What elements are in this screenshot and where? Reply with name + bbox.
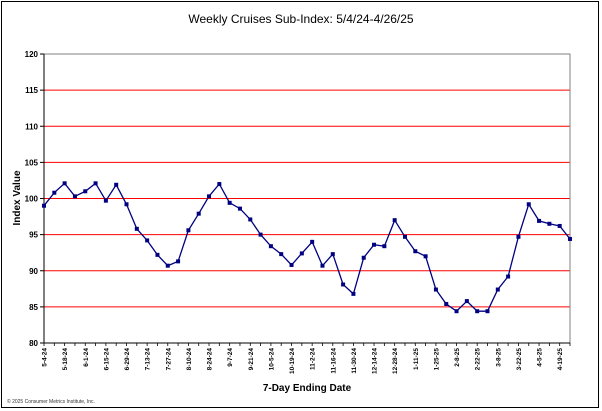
data-point — [248, 217, 253, 222]
data-point — [83, 189, 88, 194]
x-tick-label: 5-18-24 — [62, 348, 69, 371]
x-tick-label: 11-16-24 — [330, 348, 337, 374]
x-tick-label: 12-14-24 — [372, 348, 379, 374]
y-tick-label: 120 — [25, 50, 39, 59]
data-point — [145, 238, 150, 243]
x-tick-label: 10-19-24 — [289, 348, 296, 374]
y-tick-label: 100 — [25, 195, 39, 204]
y-tick-label: 105 — [25, 158, 39, 167]
x-tick-label: 8-24-24 — [207, 348, 214, 371]
data-point — [155, 252, 160, 257]
x-tick-label: 12-28-24 — [392, 348, 399, 374]
data-point — [402, 234, 407, 239]
data-point — [330, 252, 335, 257]
x-tick-label: 3-8-25 — [495, 348, 502, 367]
data-point — [506, 274, 511, 279]
x-tick-label: 8-10-24 — [186, 348, 193, 371]
data-point — [495, 287, 500, 292]
y-tick-label: 90 — [29, 267, 38, 276]
data-point — [268, 244, 273, 249]
data-point — [547, 221, 552, 226]
x-tick-label: 10-5-24 — [268, 348, 275, 371]
copyright-text: © 2025 Consumer Metrics Institute, Inc. — [7, 398, 95, 405]
series-line-group — [42, 181, 572, 314]
data-point — [237, 206, 242, 211]
data-point — [341, 282, 346, 287]
data-point — [351, 291, 356, 296]
y-axis-title: Index Value — [12, 170, 23, 225]
x-tick-label: 11-30-24 — [351, 348, 358, 374]
data-point — [454, 309, 459, 314]
data-point — [299, 251, 304, 256]
y-tick-label: 95 — [29, 231, 38, 240]
data-point — [310, 239, 315, 244]
x-tick-label: 1-11-25 — [413, 348, 420, 370]
data-point — [516, 234, 521, 239]
y-tick-label: 110 — [25, 122, 38, 131]
data-point — [464, 299, 469, 304]
chart-title: Weekly Cruises Sub-Index: 5/4/24-4/26/25 — [188, 12, 414, 26]
y-tick-label: 115 — [25, 86, 38, 95]
y-tick-label: 85 — [29, 303, 38, 312]
x-tick-label: 2-8-25 — [454, 348, 461, 367]
data-point — [372, 242, 377, 247]
data-point — [217, 182, 222, 187]
data-point — [537, 218, 542, 223]
x-tick-label: 9-7-24 — [227, 348, 234, 367]
data-point — [103, 198, 108, 203]
data-point — [227, 200, 232, 205]
data-point — [176, 259, 181, 264]
data-point — [413, 249, 418, 254]
x-tick-label: 4-5-25 — [537, 348, 544, 367]
x-tick-label: 7-27-24 — [165, 348, 172, 371]
data-point — [279, 252, 284, 257]
data-point — [42, 203, 46, 208]
data-point — [93, 181, 98, 186]
data-point — [433, 287, 438, 292]
data-point — [134, 226, 139, 231]
data-point — [72, 194, 77, 199]
x-tick-label: 9-21-24 — [248, 348, 255, 371]
data-point — [444, 301, 449, 306]
data-point — [526, 202, 531, 207]
x-axis-title: 7-Day Ending Date — [263, 383, 352, 394]
data-point — [361, 255, 366, 260]
x-tick-label: 5-4-24 — [42, 348, 49, 367]
series-line — [43, 182, 571, 313]
y-tick-label: 80 — [29, 339, 38, 348]
data-point — [196, 211, 201, 216]
x-tick-label: 6-29-24 — [124, 348, 131, 371]
data-point — [382, 244, 387, 249]
data-point — [114, 182, 119, 187]
data-point — [392, 218, 397, 223]
data-point — [165, 263, 170, 268]
data-point — [320, 263, 325, 268]
x-tick-label: 4-19-25 — [557, 348, 564, 371]
x-tick-label: 2-22-25 — [475, 348, 482, 371]
x-tick-label: 11-2-24 — [310, 348, 317, 370]
x-axis-ticks: 5-4-24 5-18-24 6-1-24 6-15-24 6-29-24 7-13-24… — [42, 54, 571, 374]
x-tick-label: 6-1-24 — [83, 348, 90, 367]
x-tick-label: 3-22-25 — [516, 348, 523, 371]
x-tick-label: 6-15-24 — [103, 348, 110, 371]
data-point — [289, 262, 294, 267]
data-point — [207, 194, 212, 199]
data-point — [485, 309, 490, 314]
data-point — [423, 254, 428, 259]
y-axis-ticks: 80 85 90 95 100 105 110 115 120 — [25, 50, 44, 348]
data-point — [62, 181, 67, 186]
data-point — [557, 223, 562, 228]
data-point — [186, 228, 191, 233]
gridlines — [44, 53, 570, 308]
data-point — [52, 190, 57, 195]
x-tick-label: 7-13-24 — [145, 348, 152, 371]
data-point — [124, 202, 129, 207]
data-point — [475, 309, 480, 314]
data-point — [258, 232, 263, 237]
x-tick-label: 1-25-25 — [433, 348, 440, 371]
data-point — [568, 236, 572, 241]
